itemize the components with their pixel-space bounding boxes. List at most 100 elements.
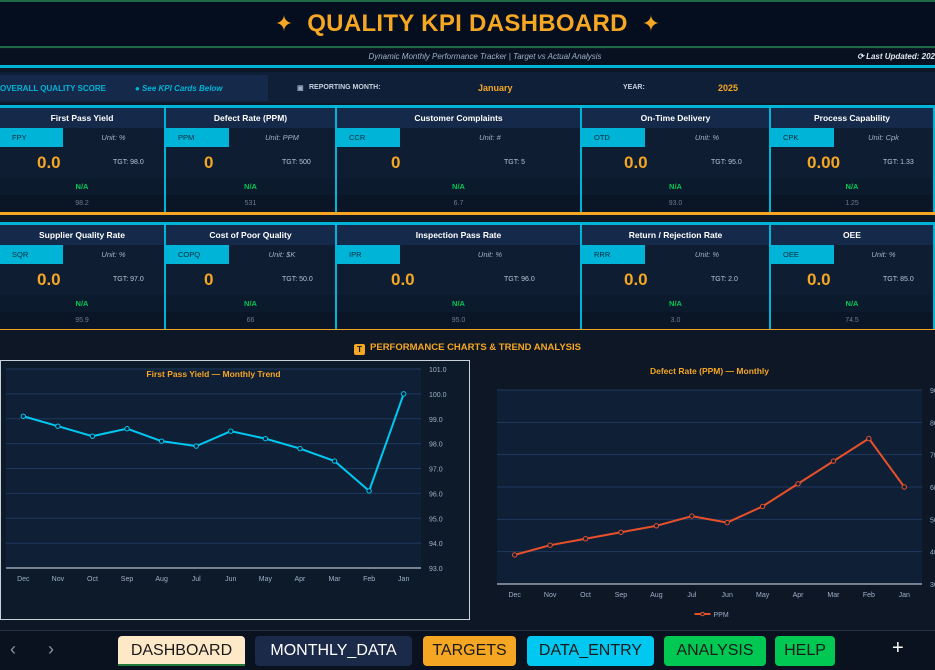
kpi-unit: Unit: % bbox=[694, 133, 720, 142]
data-point bbox=[582, 536, 589, 542]
kpi-value: 0.0 bbox=[391, 270, 415, 289]
kpi-previous-value: 93.0 bbox=[582, 195, 769, 212]
kpi-card: Supplier Quality Rate SQR Unit: % 0.0 TGT:… bbox=[0, 225, 166, 329]
sheet-tab-targets[interactable]: TARGETS bbox=[423, 636, 516, 666]
divider bbox=[0, 105, 935, 108]
score-row: OVERALL QUALITY SCORE ● See KPI Cards Be… bbox=[0, 72, 935, 103]
x-tick-label: Mar bbox=[329, 576, 342, 583]
kpi-code-badge: COPQ bbox=[166, 245, 229, 264]
kpi-target: TGT: 98.0 bbox=[113, 159, 144, 166]
kpi-value: 0.0 bbox=[37, 270, 61, 289]
legend-label: PPM bbox=[714, 612, 729, 619]
kpi-unit: Unit: % bbox=[101, 250, 126, 259]
kpi-title: OEE bbox=[771, 225, 933, 245]
data-point bbox=[401, 391, 407, 397]
y-tick-label: 96.0 bbox=[429, 491, 443, 498]
kpi-value: 0.0 bbox=[624, 153, 648, 172]
data-point bbox=[512, 552, 518, 558]
star-icon: ✦ bbox=[641, 11, 661, 36]
kpi-code-badge: OEE bbox=[771, 245, 834, 264]
kpi-target: TGT: 97.0 bbox=[113, 276, 144, 283]
kpi-unit: Unit: PPM bbox=[265, 133, 299, 142]
kpi-unit: Unit: % bbox=[871, 250, 896, 259]
kpi-title: Process Capability bbox=[771, 108, 933, 128]
kpi-card: Return / Rejection Rate RRR Unit: % 0.0 TG… bbox=[582, 225, 771, 329]
sheet-tab-bar: ‹ › DASHBOARD MONTHLY_DATA TARGETS DATA_ENT… bbox=[0, 630, 935, 670]
kpi-value: 0.00 bbox=[807, 153, 841, 172]
x-tick-label: Sep bbox=[121, 576, 134, 583]
sheet-tab-monthly_data[interactable]: MONTHLY_DATA bbox=[255, 636, 412, 666]
data-point bbox=[759, 503, 766, 510]
x-tick-label: May bbox=[756, 592, 770, 599]
kpi-value: 0 bbox=[204, 270, 214, 289]
data-point bbox=[331, 458, 338, 464]
kpi-card: Cost of Poor Quality COPQ Unit: $K 0 TGT: … bbox=[166, 225, 337, 329]
next-sheet-icon[interactable]: › bbox=[48, 639, 54, 659]
kpi-code-badge: OTD bbox=[582, 128, 645, 147]
x-tick-label: Jul bbox=[687, 592, 696, 599]
x-tick-label: Mar bbox=[827, 592, 840, 599]
kpi-code-badge: PPM bbox=[166, 128, 229, 147]
title-banner: ✦ QUALITY KPI DASHBOARD ✦ bbox=[0, 0, 935, 48]
kpi-value: 0.0 bbox=[624, 270, 648, 289]
y-tick-label: 99.0 bbox=[429, 417, 443, 424]
sheet-tab-analysis[interactable]: ANALYSIS bbox=[664, 636, 766, 666]
kpi-code-badge: CCR bbox=[337, 128, 400, 147]
kpi-target: TGT: 5 bbox=[504, 159, 526, 166]
sheet-tab-help[interactable]: HELP bbox=[775, 636, 835, 666]
kpi-card: Inspection Pass Rate IPR Unit: % 0.0 TGT: … bbox=[337, 225, 582, 329]
kpi-status: N/A bbox=[0, 295, 164, 312]
divider bbox=[0, 65, 935, 68]
x-tick-label: Aug bbox=[155, 576, 168, 583]
kpi-target: TGT: 1.33 bbox=[883, 159, 914, 166]
data-point bbox=[297, 445, 303, 452]
kpi-target: TGT: 95.0 bbox=[711, 159, 742, 166]
kpi-unit: Unit: # bbox=[479, 133, 501, 142]
x-tick-label: Aug bbox=[650, 592, 663, 599]
sheet-tab-dashboard[interactable]: DASHBOARD bbox=[118, 636, 245, 666]
reporting-month-value[interactable]: January bbox=[478, 83, 513, 93]
year-label: YEAR: bbox=[623, 84, 645, 91]
kpi-value: 0.0 bbox=[807, 270, 831, 289]
x-tick-label: Jun bbox=[722, 592, 733, 599]
kpi-code-badge: FPY bbox=[0, 128, 63, 147]
chart-title: First Pass Yield — Monthly Trend bbox=[146, 369, 280, 379]
fpy-trend-chart[interactable]: 93.0 94.0 95.0 96.0 97.0 98.0 99.0 100.0 101.0 De… bbox=[0, 360, 470, 620]
y-tick-label: 93.0 bbox=[429, 566, 443, 573]
legend-marker bbox=[700, 611, 705, 617]
reporting-month-label: REPORTING MONTH: bbox=[309, 84, 381, 91]
kpi-target: TGT: 2.0 bbox=[711, 276, 738, 283]
add-sheet-icon[interactable]: + bbox=[892, 637, 904, 659]
year-value[interactable]: 2025 bbox=[718, 83, 739, 93]
last-updated: ⟳ Last Updated: 202 bbox=[857, 52, 935, 61]
kpi-unit: Unit: % bbox=[477, 250, 503, 259]
defect-rate-chart[interactable]: 300 400 500 600 700 800 900 Dec Nov Oct Sep Aug Jul J… bbox=[470, 360, 935, 620]
kpi-card: OEE OEE Unit: % 0.0 TGT: 85.0 N/A 74.5 bbox=[771, 225, 935, 329]
data-point bbox=[20, 413, 26, 419]
kpi-code-badge: CPK bbox=[771, 128, 834, 147]
kpi-status: N/A bbox=[771, 295, 933, 312]
kpi-target: TGT: 500 bbox=[282, 159, 311, 166]
chart-title: Defect Rate (PPM) — Monthly bbox=[650, 366, 769, 376]
prev-sheet-icon[interactable]: ‹ bbox=[10, 639, 16, 659]
overall-score-label: OVERALL QUALITY SCORE bbox=[0, 84, 106, 93]
overall-score-box: OVERALL QUALITY SCORE ● See KPI Cards Be… bbox=[0, 75, 268, 101]
y-tick-label: 100.0 bbox=[429, 392, 447, 399]
kpi-card: Customer Complaints CCR Unit: # 0 TGT: 5 N… bbox=[337, 108, 582, 212]
calendar-icon: ▣ bbox=[297, 85, 304, 92]
chart-section-icon: T bbox=[354, 344, 366, 355]
kpi-previous-value: 95.0 bbox=[337, 312, 580, 329]
y-tick-label: 900 bbox=[930, 388, 935, 395]
x-tick-label: Nov bbox=[52, 576, 65, 583]
x-tick-label: Nov bbox=[544, 592, 557, 599]
y-tick-label: 500 bbox=[930, 517, 935, 524]
kpi-target: TGT: 96.0 bbox=[504, 276, 535, 283]
divider bbox=[0, 212, 935, 215]
kpi-title: Cost of Poor Quality bbox=[166, 225, 335, 245]
x-tick-label: Sep bbox=[615, 592, 628, 599]
kpi-value: 0 bbox=[391, 153, 401, 172]
kpi-card: First Pass Yield FPY Unit: % 0.0 TGT: 98.0… bbox=[0, 108, 166, 212]
kpi-code-badge: RRR bbox=[582, 245, 645, 264]
sheet-tab-data_entry[interactable]: DATA_ENTRY bbox=[527, 636, 654, 666]
x-tick-label: Apr bbox=[295, 576, 307, 583]
